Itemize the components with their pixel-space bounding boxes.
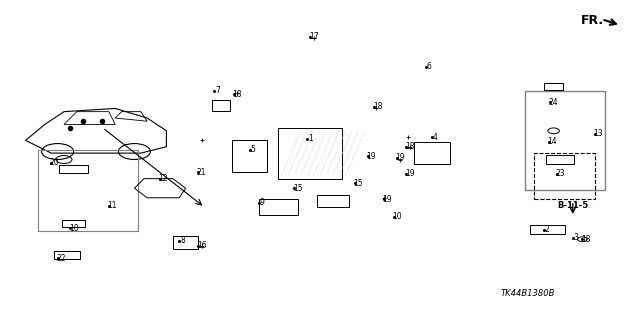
Text: 19: 19	[395, 153, 405, 162]
Text: 1: 1	[308, 134, 313, 143]
Text: 14: 14	[547, 137, 557, 146]
Text: 17: 17	[308, 32, 319, 41]
Text: 10: 10	[68, 224, 79, 233]
Bar	[545, 155, 575, 164]
Bar	[525, 91, 605, 190]
Text: 8: 8	[180, 236, 185, 245]
Text: 2: 2	[545, 225, 550, 234]
Text: FR.: FR.	[580, 14, 604, 27]
Text: 18: 18	[232, 90, 241, 99]
Bar	[63, 220, 85, 227]
Text: 19: 19	[366, 152, 376, 161]
Text: 19: 19	[404, 169, 415, 178]
Text: 18: 18	[405, 142, 414, 151]
Text: TK44B1380B: TK44B1380B	[501, 289, 555, 298]
Bar	[317, 195, 349, 207]
Bar	[534, 153, 595, 199]
Text: 6: 6	[426, 63, 431, 71]
Text: 22: 22	[56, 254, 65, 263]
Text: 10: 10	[392, 212, 402, 221]
Text: 9: 9	[260, 198, 265, 207]
Bar	[60, 165, 88, 173]
Text: 7: 7	[215, 86, 220, 95]
Bar	[38, 150, 138, 231]
Text: 15: 15	[292, 184, 303, 193]
Text: 15: 15	[353, 179, 364, 188]
Bar	[212, 100, 230, 111]
Text: 5: 5	[250, 145, 255, 154]
Bar	[530, 225, 565, 234]
Bar	[415, 142, 450, 164]
Bar	[54, 251, 80, 259]
Text: 19: 19	[382, 195, 392, 204]
Text: 4: 4	[433, 133, 438, 142]
Text: 11: 11	[108, 201, 116, 210]
Text: 16: 16	[196, 241, 207, 250]
Text: B-11-5: B-11-5	[557, 201, 588, 210]
Bar	[544, 83, 563, 90]
Text: 18: 18	[581, 235, 590, 244]
Bar	[173, 236, 198, 249]
Text: 23: 23	[555, 169, 565, 178]
Text: 20: 20	[49, 158, 60, 167]
Text: 13: 13	[593, 130, 604, 138]
Bar	[259, 199, 298, 215]
Text: 24: 24	[548, 98, 559, 107]
Text: 18: 18	[373, 102, 382, 111]
Bar	[232, 140, 268, 172]
Text: 3: 3	[573, 233, 579, 242]
Text: 12: 12	[159, 174, 168, 183]
Bar	[278, 128, 342, 179]
Text: 21: 21	[197, 168, 206, 177]
